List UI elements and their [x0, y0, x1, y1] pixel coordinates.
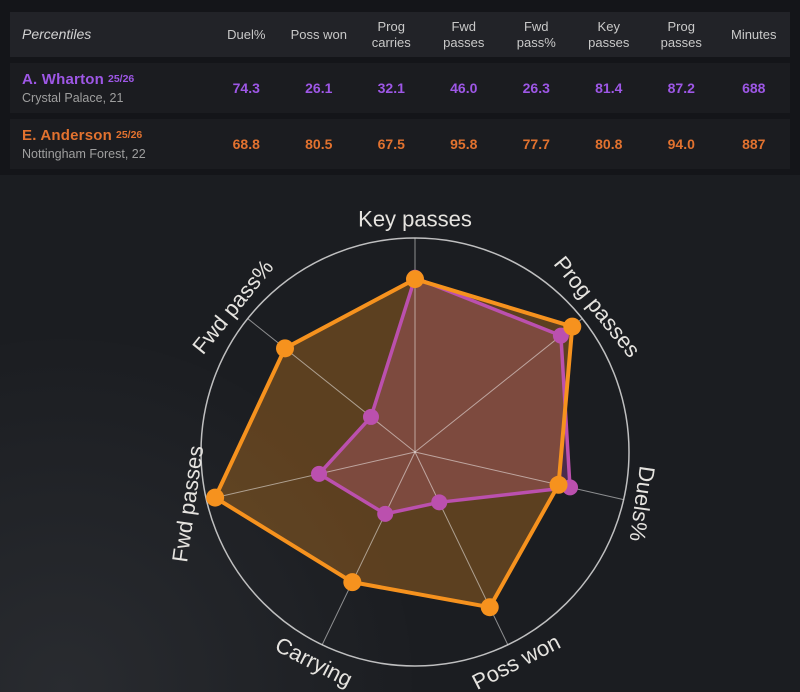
stat-value-fwd-pass: 26.3	[522, 80, 550, 96]
player-name-cell: A. Wharton 25/26 Crystal Palace, 21	[10, 70, 210, 107]
radar-point-e-anderson-25-26-poss-won	[480, 598, 499, 617]
column-header-prog-passes: Prog passes	[660, 18, 702, 50]
stat-value-fwd-passes: 95.8	[450, 136, 478, 152]
stat-value-duel: 68.8	[232, 136, 260, 152]
column-header-fwd-pass: Fwd pass%	[516, 18, 556, 50]
radar-spoke-fwd-pass	[247, 318, 416, 453]
radar-axis-label-key-passes: Key passes	[358, 207, 472, 232]
stat-value-prog-passes: 94.0	[667, 136, 695, 152]
stat-value-poss-won: 80.5	[305, 136, 333, 152]
stat-value-minutes: 688	[742, 80, 766, 96]
stat-value-minutes: 887	[742, 136, 766, 152]
radar-point-e-anderson-25-26-prog-passes	[563, 317, 582, 336]
player-club-age: Nottingham Forest, 22	[22, 146, 146, 161]
radar-point-a-wharton-25-26-fwd-pass	[362, 408, 379, 425]
radar-outer-ring	[200, 237, 630, 667]
radar-axis-label-poss-won: Poss won	[468, 629, 564, 692]
column-header-duel: Duel%	[227, 26, 266, 42]
radar-axis-label-duels: Duels%	[625, 465, 660, 544]
radar-point-e-anderson-25-26-fwd-passes	[206, 488, 225, 507]
radar-point-e-anderson-25-26-key-passes	[406, 270, 424, 289]
column-header-fwd-passes: Fwd passes	[443, 18, 485, 50]
radar-point-a-wharton-25-26-poss-won	[431, 494, 448, 511]
radar-point-e-anderson-25-26-carrying	[343, 573, 362, 592]
stat-value-prog-carries: 67.5	[377, 136, 405, 152]
radar-outline-e-anderson-25-26	[213, 277, 575, 610]
player-name-cell: E. Anderson 25/26 Nottingham Forest, 22	[10, 126, 210, 163]
column-header-prog-carries: Prog carries	[371, 18, 411, 50]
radar-spoke-fwd-passes	[206, 451, 416, 501]
player-season: 25/26	[108, 72, 135, 85]
percentiles-table: Percentiles Duel% Poss won Prog carries Fwd…	[0, 0, 800, 169]
player-club-age: Crystal Palace, 21	[22, 90, 124, 105]
table-header-row: Percentiles Duel% Poss won Prog carries Fwd…	[10, 12, 790, 57]
radar-spoke-carrying	[321, 451, 416, 646]
stat-value-fwd-pass: 77.7	[522, 136, 550, 152]
radar-point-a-wharton-25-26-fwd-passes	[311, 465, 328, 482]
stat-value-duel: 74.3	[232, 80, 260, 96]
radar-outline-a-wharton-25-26	[317, 276, 572, 516]
radar-spoke-prog-passes	[414, 318, 583, 453]
player-name: A. Wharton	[22, 70, 104, 88]
radar-point-e-anderson-25-26-duels	[549, 475, 568, 494]
player-name: E. Anderson	[22, 126, 112, 144]
radar-area-a-wharton-25-26	[319, 277, 571, 514]
stat-value-key-passes: 81.4	[595, 80, 623, 96]
stat-value-prog-carries: 32.1	[377, 80, 405, 96]
column-header-minutes: Minutes	[730, 26, 777, 42]
stat-value-poss-won: 26.1	[305, 80, 333, 96]
radar-point-e-anderson-25-26-fwd-pass	[275, 339, 294, 358]
stat-value-fwd-passes: 46.0	[450, 80, 478, 96]
column-header-poss-won: Poss won	[290, 26, 347, 42]
radar-axis-label-fwd-passes: Fwd passes	[167, 444, 208, 564]
player-row-e-anderson[interactable]: E. Anderson 25/26 Nottingham Forest, 22 68.…	[10, 119, 790, 169]
radar-axis-label-fwd-pass: Fwd pass%	[187, 255, 278, 359]
radar-point-a-wharton-25-26-carrying	[377, 505, 394, 522]
player-row-a-wharton[interactable]: A. Wharton 25/26 Crystal Palace, 21 74.3 26.…	[10, 63, 790, 113]
radar-spoke-duels	[414, 451, 624, 501]
column-header-key-passes: Key passes	[588, 18, 630, 50]
radar-chart: Key passes Prog passes Duels% Poss won Carry…	[0, 175, 800, 692]
table-header-percentiles: Percentiles	[22, 25, 92, 42]
player-season: 25/26	[116, 128, 143, 141]
stat-value-prog-passes: 87.2	[667, 80, 695, 96]
table-body: A. Wharton 25/26 Crystal Palace, 21 74.3 26.…	[10, 63, 790, 169]
radar-area-e-anderson-25-26	[215, 279, 573, 608]
stat-value-key-passes: 80.8	[595, 136, 623, 152]
